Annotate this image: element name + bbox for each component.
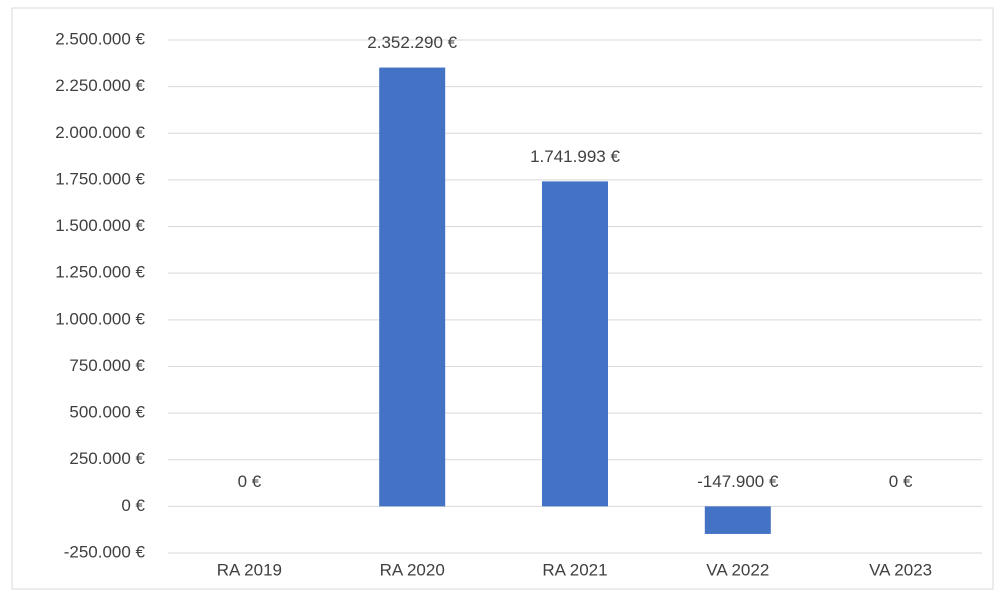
y-tick-label: 500.000 € bbox=[69, 403, 145, 422]
data-label: 0 € bbox=[889, 472, 913, 491]
x-tick-label: RA 2021 bbox=[542, 560, 607, 579]
bar bbox=[379, 67, 446, 507]
y-tick-label: 1.000.000 € bbox=[55, 309, 145, 328]
x-tick-label: VA 2022 bbox=[706, 560, 769, 579]
x-tick-label: RA 2020 bbox=[380, 560, 445, 579]
y-tick-label: 2.250.000 € bbox=[55, 76, 145, 95]
bar bbox=[542, 181, 608, 507]
y-tick-label: -250.000 € bbox=[64, 542, 146, 561]
y-tick-label: 2.500.000 € bbox=[55, 29, 145, 48]
y-tick-label: 1.750.000 € bbox=[55, 169, 145, 188]
bar bbox=[704, 506, 771, 534]
y-tick-label: 1.250.000 € bbox=[55, 263, 145, 282]
y-tick-label: 1.500.000 € bbox=[55, 216, 145, 235]
y-tick-label: 750.000 € bbox=[69, 356, 145, 375]
y-tick-label: 2.000.000 € bbox=[55, 123, 145, 142]
data-label: -147.900 € bbox=[697, 472, 779, 491]
data-label: 1.741.993 € bbox=[530, 147, 620, 166]
data-label: 0 € bbox=[238, 472, 262, 491]
y-tick-label: 250.000 € bbox=[69, 449, 145, 468]
x-tick-label: RA 2019 bbox=[217, 560, 282, 579]
x-tick-label: VA 2023 bbox=[869, 560, 932, 579]
y-tick-label: 0 € bbox=[121, 496, 145, 515]
data-label: 2.352.290 € bbox=[367, 33, 457, 52]
chart-frame bbox=[11, 7, 994, 590]
